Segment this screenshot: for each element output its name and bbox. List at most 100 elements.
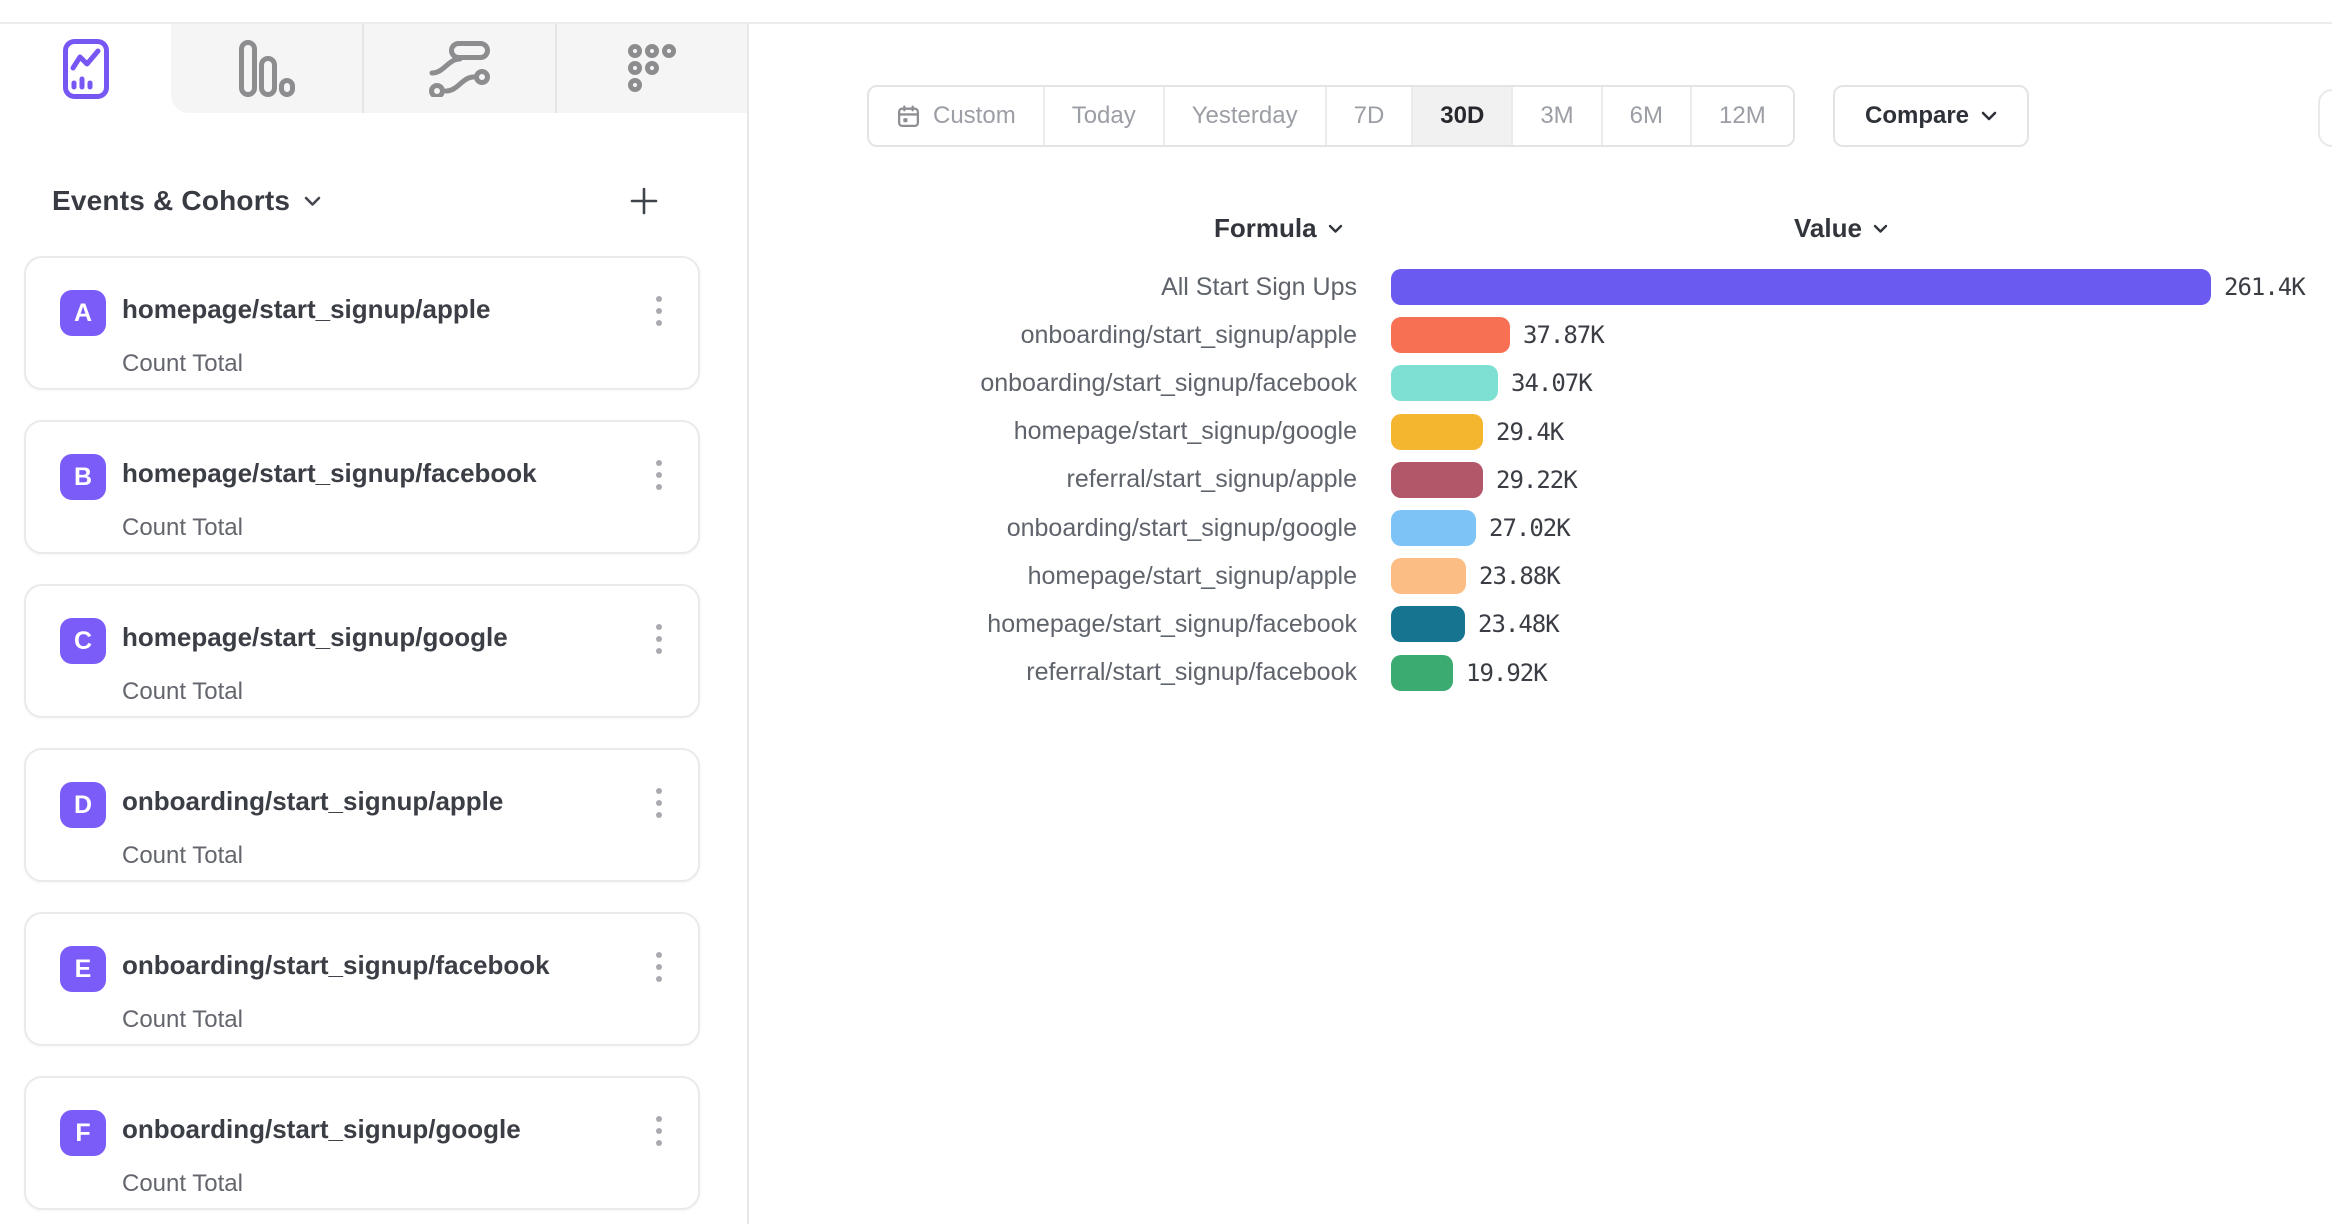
- kebab-menu-icon[interactable]: [646, 1116, 672, 1156]
- date-range-label: Today: [1071, 102, 1136, 129]
- date-range-label: 30D: [1440, 102, 1485, 129]
- event-name: homepage/start_signup/facebook: [122, 458, 537, 488]
- series-label: onboarding/start_signup/google: [1006, 513, 1357, 542]
- chevron-down-icon: [1328, 224, 1343, 234]
- top-divider: [0, 22, 2332, 24]
- chevron-down-icon: [304, 196, 321, 207]
- chart-row: homepage/start_signup/facebook 23.48K: [0, 600, 2332, 648]
- event-card[interactable]: E onboarding/start_signup/facebook Count…: [24, 912, 700, 1046]
- events-cohorts-header: Events & Cohorts: [52, 178, 700, 224]
- date-range-12m[interactable]: 12M: [1690, 87, 1793, 145]
- event-name: homepage/start_signup/google: [122, 622, 508, 652]
- event-card-list: A homepage/start_signup/apple Count Tota…: [24, 256, 700, 1210]
- date-range-label: 7D: [1353, 102, 1385, 129]
- event-name: onboarding/start_signup/facebook: [122, 950, 550, 980]
- event-measurement[interactable]: Count Total: [122, 514, 243, 541]
- bar-chart: All Start Sign Ups 261.4K onboarding/sta…: [0, 263, 2332, 697]
- value-label: Value: [1794, 213, 1862, 243]
- kebab-menu-icon[interactable]: [646, 624, 672, 664]
- flows-icon: [428, 40, 491, 97]
- event-name: homepage/start_signup/apple: [122, 294, 491, 324]
- chart-row: onboarding/start_signup/facebook 34.07K: [0, 359, 2332, 407]
- chevron-down-icon: [1873, 224, 1888, 234]
- event-measurement[interactable]: Count Total: [122, 350, 243, 377]
- date-range-30d[interactable]: 30D: [1411, 87, 1512, 145]
- event-card[interactable]: D onboarding/start_signup/apple Count To…: [24, 748, 700, 882]
- chart-row: onboarding/start_signup/google 27.02K: [0, 504, 2332, 552]
- add-event-button[interactable]: [622, 179, 666, 223]
- event-letter-badge: F: [60, 1110, 106, 1156]
- date-range-3m[interactable]: 3M: [1511, 87, 1600, 145]
- date-range-today[interactable]: Today: [1042, 87, 1163, 145]
- event-name: onboarding/start_signup/google: [122, 1114, 521, 1144]
- events-cohorts-title[interactable]: Events & Cohorts: [52, 185, 291, 216]
- calendar-icon: [896, 104, 921, 129]
- formula-column-header[interactable]: Formula: [1214, 213, 1343, 244]
- report-type-tabs: [0, 24, 748, 113]
- series-bar[interactable]: [1391, 269, 2211, 306]
- series-value: 37.87K: [1523, 321, 1605, 350]
- event-letter-badge: A: [60, 290, 106, 336]
- series-value: 29.4K: [1496, 417, 1564, 446]
- series-value: 29.22K: [1496, 465, 1578, 494]
- date-range-label: Yesterday: [1191, 102, 1298, 129]
- event-card[interactable]: B homepage/start_signup/facebook Count T…: [24, 420, 700, 554]
- kebab-menu-icon[interactable]: [646, 296, 672, 336]
- series-value: 27.02K: [1489, 514, 1571, 543]
- date-range-6m[interactable]: 6M: [1600, 87, 1690, 145]
- kebab-menu-icon[interactable]: [646, 788, 672, 828]
- tab-retention[interactable]: [555, 24, 748, 113]
- event-card[interactable]: A homepage/start_signup/apple Count Tota…: [24, 256, 700, 390]
- inactive-tabs-group: [171, 24, 748, 113]
- compare-button[interactable]: Compare: [1833, 85, 2029, 147]
- series-bar[interactable]: [1391, 461, 1483, 498]
- series-bar[interactable]: [1391, 317, 1510, 354]
- event-measurement[interactable]: Count Total: [122, 1006, 243, 1033]
- compare-label: Compare: [1864, 102, 1970, 129]
- formula-label: Formula: [1214, 213, 1317, 243]
- event-card[interactable]: C homepage/start_signup/google Count Tot…: [24, 584, 700, 718]
- retention-icon: [627, 43, 678, 94]
- tab-flows[interactable]: [362, 24, 555, 113]
- series-bar[interactable]: [1391, 365, 1498, 402]
- series-label: homepage/start_signup/facebook: [987, 609, 1357, 638]
- tab-insights[interactable]: [0, 24, 171, 113]
- series-label: referral/start_signup/apple: [1066, 465, 1357, 494]
- event-letter-badge: C: [60, 618, 106, 664]
- chart-row: homepage/start_signup/apple 23.88K: [0, 552, 2332, 600]
- event-card[interactable]: F onboarding/start_signup/google Count T…: [24, 1076, 700, 1210]
- event-measurement[interactable]: Count Total: [122, 842, 243, 869]
- date-range-label: 3M: [1540, 102, 1574, 129]
- date-range-yesterday[interactable]: Yesterday: [1162, 87, 1325, 145]
- series-bar[interactable]: [1391, 413, 1483, 450]
- series-value: 34.07K: [1511, 369, 1593, 398]
- event-measurement[interactable]: Count Total: [122, 678, 243, 705]
- kebab-menu-icon[interactable]: [646, 952, 672, 992]
- date-range-custom[interactable]: Custom: [869, 87, 1043, 145]
- event-letter-badge: E: [60, 946, 106, 992]
- series-label: referral/start_signup/facebook: [1026, 658, 1357, 687]
- bar-chart-icon: [238, 39, 296, 99]
- clipped-edge-button[interactable]: [2318, 89, 2332, 147]
- chart-row: onboarding/start_signup/apple 37.87K: [0, 311, 2332, 359]
- chart-row: homepage/start_signup/google 29.4K: [0, 408, 2332, 456]
- series-value: 261.4K: [2224, 273, 2306, 302]
- event-name: onboarding/start_signup/apple: [122, 786, 504, 816]
- series-label: homepage/start_signup/apple: [1027, 561, 1357, 590]
- series-bar[interactable]: [1391, 654, 1453, 691]
- sidebar-divider: [747, 23, 749, 1224]
- date-range-7d[interactable]: 7D: [1324, 87, 1412, 145]
- series-bar[interactable]: [1391, 558, 1466, 595]
- series-value: 19.92K: [1466, 658, 1548, 687]
- event-letter-badge: D: [60, 782, 106, 828]
- chevron-down-icon: [1981, 111, 1997, 121]
- tab-funnels[interactable]: [171, 24, 362, 113]
- date-range-label: Custom: [933, 102, 1016, 129]
- series-bar[interactable]: [1391, 510, 1476, 547]
- value-column-header[interactable]: Value: [1794, 213, 1888, 244]
- series-value: 23.48K: [1478, 610, 1560, 639]
- kebab-menu-icon[interactable]: [646, 460, 672, 500]
- series-bar[interactable]: [1391, 606, 1465, 643]
- series-label: homepage/start_signup/google: [1013, 417, 1357, 446]
- event-measurement[interactable]: Count Total: [122, 1170, 243, 1197]
